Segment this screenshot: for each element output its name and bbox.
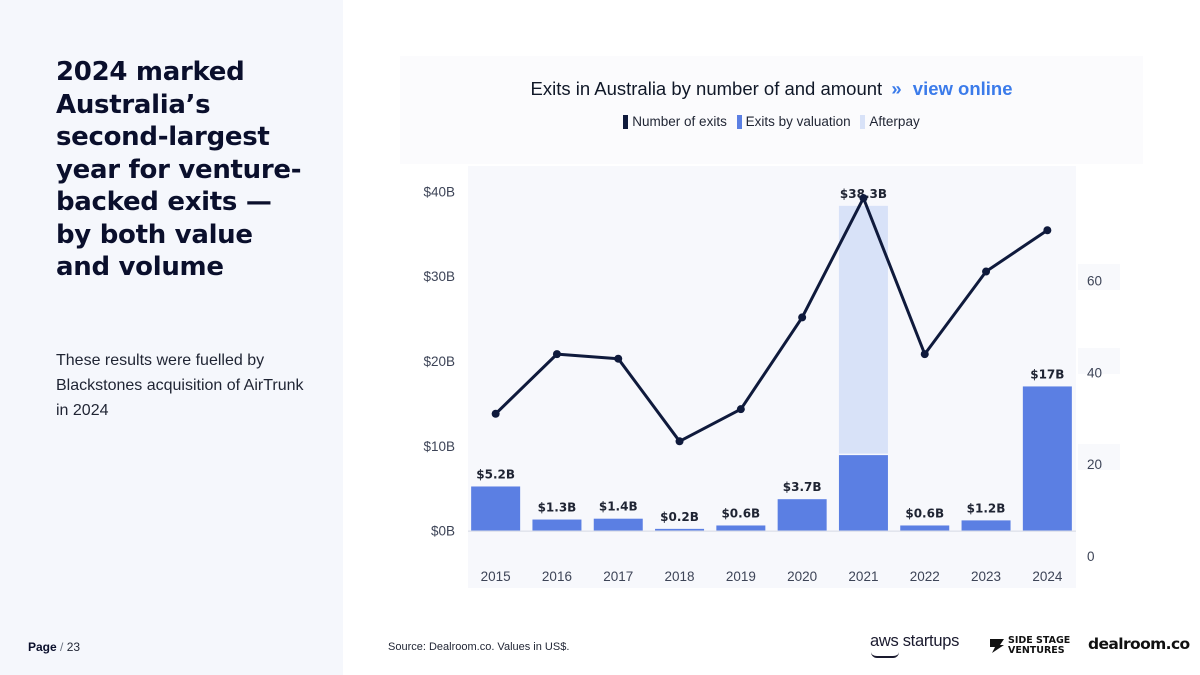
right-axis-tick-label: 60 [1087, 274, 1102, 289]
page-total: 23 [66, 640, 81, 654]
x-axis-tick-label: 2015 [481, 569, 511, 584]
bar-value-label: $0.6B [905, 506, 944, 520]
right-tick-bg [1078, 444, 1120, 470]
bar-value-label: $1.2B [967, 501, 1006, 515]
left-axis-tick-label: $30B [423, 269, 455, 284]
ssv-line1: SIDE STAGE [1008, 635, 1071, 646]
bar-value-label: $1.4B [599, 500, 638, 514]
right-tick-bg [1078, 348, 1120, 374]
number-of-exits-point [736, 405, 745, 414]
legend-label-exits-by-valuation: Exits by valuation [745, 114, 851, 129]
chart-legend: Number of exits Exits by valuation After… [400, 114, 1143, 132]
right-axis-tick-label: 0 [1087, 549, 1095, 564]
body-text: These results were fuelled by Blackstone… [56, 352, 304, 419]
right-tick-bg [1078, 264, 1120, 290]
left-axis-tick-label: $20B [423, 354, 455, 369]
legend-label-number-of-exits: Number of exits [632, 114, 727, 129]
x-axis-tick-label: 2019 [726, 569, 756, 584]
x-axis-tick-label: 2020 [787, 569, 817, 584]
legend-swatch-line [623, 114, 629, 129]
number-of-exits-point [675, 437, 684, 446]
bar-exits-by-valuation [777, 499, 827, 531]
page-separator: / [60, 640, 64, 654]
number-of-exits-point [798, 313, 807, 322]
number-of-exits-point [1043, 226, 1052, 235]
page-label: Page [28, 640, 57, 654]
bar-value-label: $17B [1030, 367, 1064, 381]
number-of-exits-point [982, 267, 991, 276]
number-of-exits-point [552, 350, 561, 359]
bar-exits-by-valuation [655, 528, 705, 531]
chart-header: Exits in Australia by number of and amou… [400, 56, 1143, 164]
chart-title: Exits in Australia by number of and amou… [400, 78, 1143, 100]
left-axis-tick-label: $40B [423, 184, 455, 199]
view-online-chevron-icon[interactable]: » [891, 78, 902, 99]
right-axis-tick-label: 40 [1087, 365, 1102, 380]
bar-value-label: $3.7B [783, 480, 822, 494]
x-axis-tick-label: 2018 [665, 569, 695, 584]
legend-item-number-of-exits: Number of exits [623, 114, 727, 129]
bar-exits-by-valuation [471, 486, 521, 531]
bar-value-label: $1.3B [538, 501, 577, 515]
view-online-link[interactable]: view online [912, 78, 1013, 99]
left-axis-tick-label: $0B [431, 524, 455, 539]
source-note: Source: Dealroom.co. Values in US$. [388, 641, 570, 653]
legend-item-exits-by-valuation: Exits by valuation [736, 114, 851, 129]
x-axis-tick-label: 2017 [603, 569, 633, 584]
number-of-exits-point [491, 409, 500, 418]
bar-value-label: $0.6B [721, 506, 760, 520]
number-of-exits-point [859, 194, 868, 203]
headline: 2024 marked Australia’s second-largest y… [56, 57, 302, 282]
bar-exits-by-valuation [900, 525, 950, 531]
ssv-wordmark: SIDE STAGE VENTURES [1008, 636, 1070, 655]
side-stage-ventures-logo: SIDE STAGE VENTURES [988, 636, 1070, 655]
x-axis-tick-label: 2024 [1032, 569, 1063, 584]
bar-exits-by-valuation [961, 520, 1011, 531]
right-axis-tick-label: 20 [1087, 457, 1102, 472]
chart-title-text: Exits in Australia by number of and amou… [530, 78, 883, 99]
bar-value-label: $38.3B [840, 187, 887, 201]
number-of-exits-line [494, 196, 1049, 443]
bar-exits-by-valuation [1022, 386, 1072, 531]
page-number: Page / 23 [28, 640, 80, 654]
bar-exits-by-valuation [838, 455, 888, 531]
bar-exits-by-valuation [593, 518, 643, 531]
aws-startups-logo: aws startups [870, 632, 960, 650]
bar-value-label: $5.2B [476, 467, 515, 481]
dealroom-logo: dealroom.co [1088, 635, 1190, 653]
x-axis-tick-label: 2023 [971, 569, 1001, 584]
ssv-mark-icon [990, 638, 1004, 653]
x-axis-tick-label: 2016 [542, 569, 572, 584]
left-axis-tick-label: $10B [423, 439, 455, 454]
bar-afterpay [838, 205, 888, 454]
bar-value-label: $0.2B [660, 510, 699, 524]
bar-exits-by-valuation [532, 519, 582, 531]
left-panel: 2024 marked Australia’s second-largest y… [0, 0, 343, 675]
plot-area [468, 166, 1076, 588]
legend-swatch-afterpay [860, 114, 866, 129]
legend-label-afterpay: Afterpay [869, 114, 920, 129]
aws-smile-icon [871, 652, 899, 658]
x-axis-tick-label: 2021 [848, 569, 878, 584]
legend-item-afterpay: Afterpay [860, 114, 920, 129]
bar-exits-by-valuation [716, 525, 766, 531]
x-axis-tick-label: 2022 [910, 569, 940, 584]
number-of-exits-point [920, 350, 929, 359]
ssv-line2: VENTURES [1008, 644, 1065, 656]
legend-swatch-valuation [736, 114, 742, 129]
number-of-exits-point [614, 354, 623, 363]
